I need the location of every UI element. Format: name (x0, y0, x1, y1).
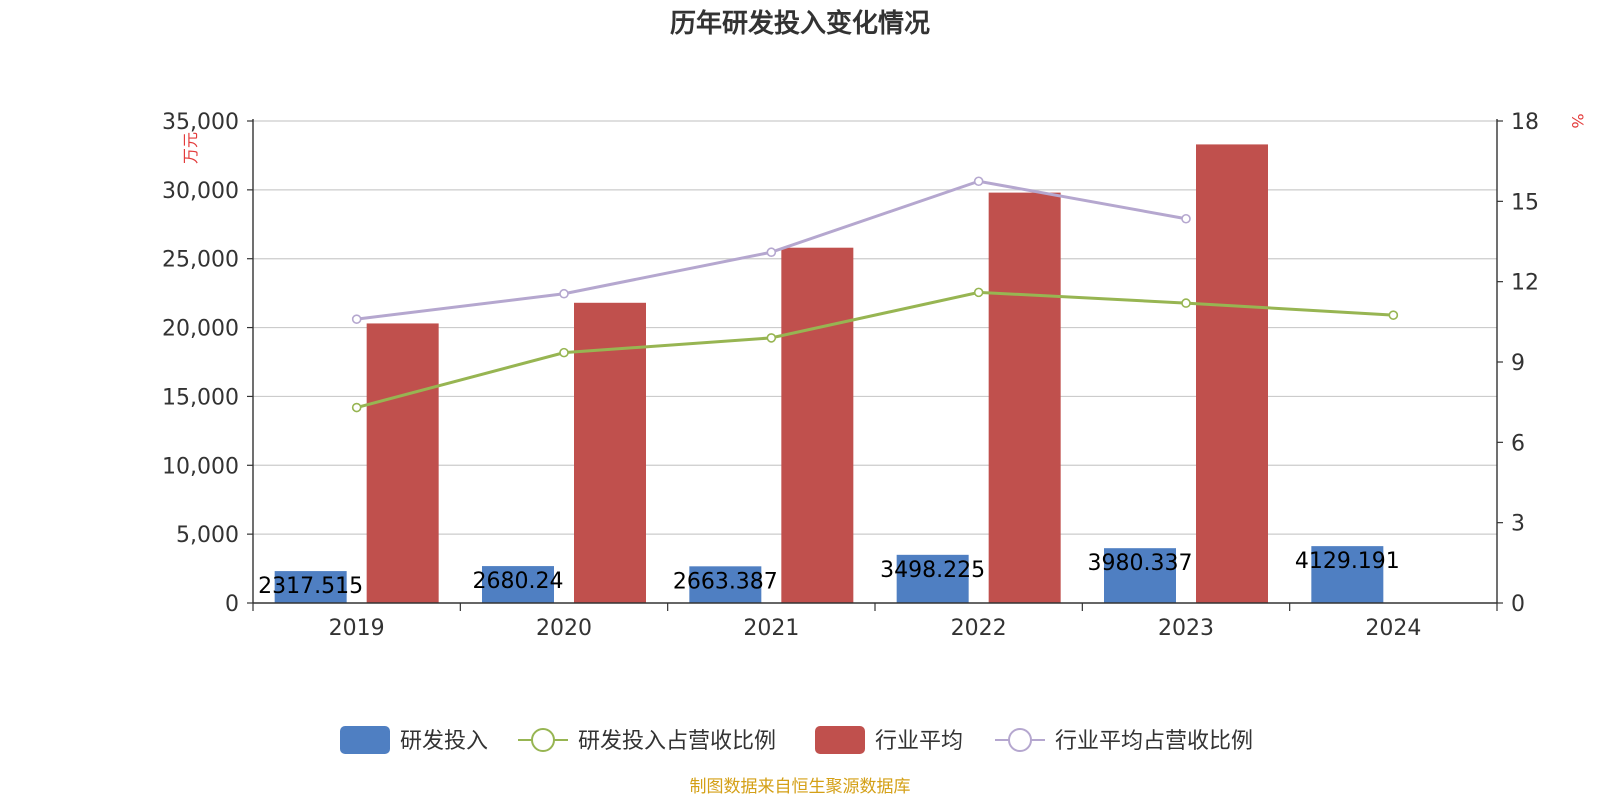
industry-ratio-point (351, 314, 362, 324)
right-axis-tick-label: 12 (1511, 271, 1539, 296)
industry-ratio-point (766, 247, 777, 258)
bar-value-label: 4129.191 (1295, 549, 1400, 574)
grid-lines (253, 120, 1497, 535)
data-labels: 2317.515 2680.24 2663.387 3498.225 3980.337 4… (258, 549, 1400, 599)
right-axis-tick-label: 3 (1511, 512, 1525, 537)
bar-rd-investment (689, 566, 762, 603)
bar-industry-average (1196, 144, 1268, 603)
legend-label: 行业平均占营收比例 (1055, 729, 1253, 754)
rd-ratio-line (356, 290, 1394, 409)
rd-ratio-point (1181, 298, 1191, 308)
bar-rd-investment (274, 571, 347, 603)
bar-value-label: 2317.515 (258, 574, 363, 599)
bar-industry-average (781, 247, 854, 603)
lines (351, 176, 1399, 413)
rd-ratio-point (973, 287, 984, 298)
rd-ratio-point (1388, 310, 1399, 320)
right-axis-tick-label: 15 (1511, 190, 1539, 215)
legend: 研发投入 研发投入占营收比例 行业平均 行业平均占营收比例 (340, 726, 1253, 754)
rd-ratio-point (766, 333, 777, 343)
x-axis-tick-label: 2021 (743, 616, 799, 641)
bar-value-label: 2680.24 (473, 569, 564, 594)
bar-industry-average (366, 323, 439, 603)
x-axis-tick-label: 2022 (951, 616, 1007, 641)
x-axis-tick-label: 2024 (1365, 616, 1421, 641)
right-axis-unit: % (1568, 113, 1587, 128)
left-axis-tick-label: 0 (225, 592, 239, 617)
bar-rd-investment (1311, 546, 1384, 603)
legend-label: 行业平均 (875, 729, 963, 754)
left-axis-unit: 万元 (181, 132, 200, 164)
bar-rd-investment (1104, 548, 1176, 603)
industry-ratio-point (559, 288, 569, 299)
right-axis-tick-label: 6 (1511, 431, 1525, 456)
legend-marker (531, 728, 555, 752)
legend-label: 研发投入 (400, 729, 488, 754)
bars (274, 144, 1384, 603)
x-axis-tick-label: 2020 (536, 616, 592, 641)
bar-industry-average (574, 302, 646, 603)
x-axis-tick-label: 2023 (1158, 616, 1214, 641)
left-axis-tick-label: 15,000 (162, 385, 239, 410)
rd-ratio-point (351, 402, 362, 413)
left-axis-tick-label: 20,000 (162, 317, 239, 342)
axes: 0 5,000 10,000 15,000 20,000 25,000 30,000 35,0… (162, 110, 1539, 641)
left-axis-tick-label: 5,000 (176, 523, 239, 548)
chart-title: 历年研发投入变化情况 (670, 8, 930, 39)
legend-label: 研发投入占营收比例 (578, 729, 776, 754)
left-axis-tick-label: 30,000 (162, 179, 239, 204)
industry-ratio-point (973, 176, 984, 187)
x-axis-tick-label: 2019 (329, 616, 385, 641)
bar-industry-average (988, 192, 1061, 603)
right-axis-tick-label: 9 (1511, 351, 1525, 376)
legend-swatch (340, 726, 390, 754)
left-axis-tick-label: 10,000 (162, 454, 239, 479)
left-axis-tick-label: 35,000 (162, 110, 239, 135)
source-note: 制图数据来自恒生聚源数据库 (690, 777, 911, 797)
right-axis-tick-label: 0 (1511, 592, 1525, 617)
left-axis-tick-label: 25,000 (162, 248, 239, 273)
right-axis-tick-label: 18 (1511, 110, 1539, 135)
legend-swatch (815, 726, 865, 754)
bar-value-label: 3980.337 (1088, 551, 1193, 576)
bar-rd-investment (482, 566, 554, 603)
rd-ratio-point (559, 347, 569, 358)
bar-rd-investment (896, 554, 969, 603)
industry-ratio-point (1181, 213, 1191, 224)
legend-marker (1008, 728, 1032, 752)
bar-value-label: 2663.387 (673, 569, 778, 594)
bar-value-label: 3498.225 (880, 558, 985, 583)
